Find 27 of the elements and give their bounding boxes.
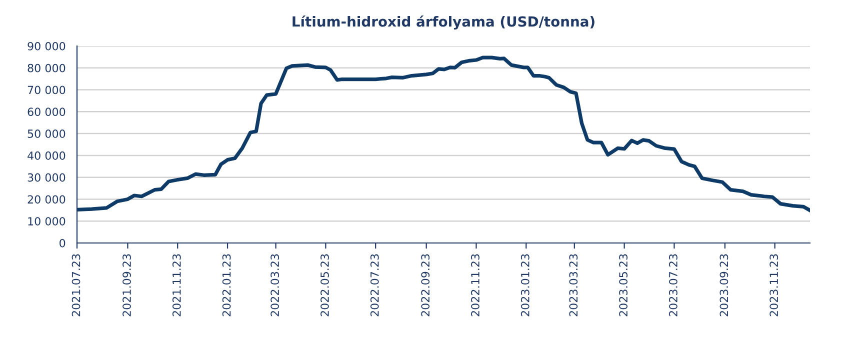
x-tick-label: 2021.09.23 <box>122 254 131 316</box>
chart-title: Lítium-hidroxid árfolyama (USD/tonna) <box>292 15 594 30</box>
x-tick-label: 2022.03.23 <box>270 254 280 316</box>
x-tick-label: 2021.11.23 <box>172 254 181 316</box>
y-tick-label: 30 000 <box>28 173 66 182</box>
y-tick-label: 0 <box>60 238 66 248</box>
y-tick-label: 20 000 <box>28 195 66 204</box>
x-tick-label: 2023.09.23 <box>720 254 728 316</box>
x-tick-label: 2023.07.23 <box>669 254 678 316</box>
x-tick-label: 2023.03.23 <box>569 254 578 316</box>
x-tick-label: 2022.01.23 <box>222 254 231 316</box>
x-tick-label: 2022.09.23 <box>421 254 430 316</box>
x-tick-label: 2023.05.23 <box>619 254 628 316</box>
y-tick-label: 60 000 <box>28 108 66 116</box>
x-tick-label: 2023.11.23 <box>770 254 778 316</box>
x-tick-label: 2023.01.23 <box>520 254 530 316</box>
y-tick-label: 50 000 <box>28 130 66 138</box>
y-tick-label: 70 000 <box>28 86 66 94</box>
y-tick-label: 80 000 <box>28 64 66 72</box>
x-tick-label: 2021.07.23 <box>72 254 80 316</box>
x-tick-label: 2022.07.23 <box>370 254 379 316</box>
y-tick-label: 40 000 <box>28 151 66 160</box>
x-tick-label: 2022.05.23 <box>320 254 329 316</box>
y-tick-label: 90 000 <box>28 42 66 50</box>
y-tick-label: 10 000 <box>28 217 66 226</box>
line-series <box>77 56 810 212</box>
x-tick-label: 2022.11.23 <box>471 254 480 316</box>
